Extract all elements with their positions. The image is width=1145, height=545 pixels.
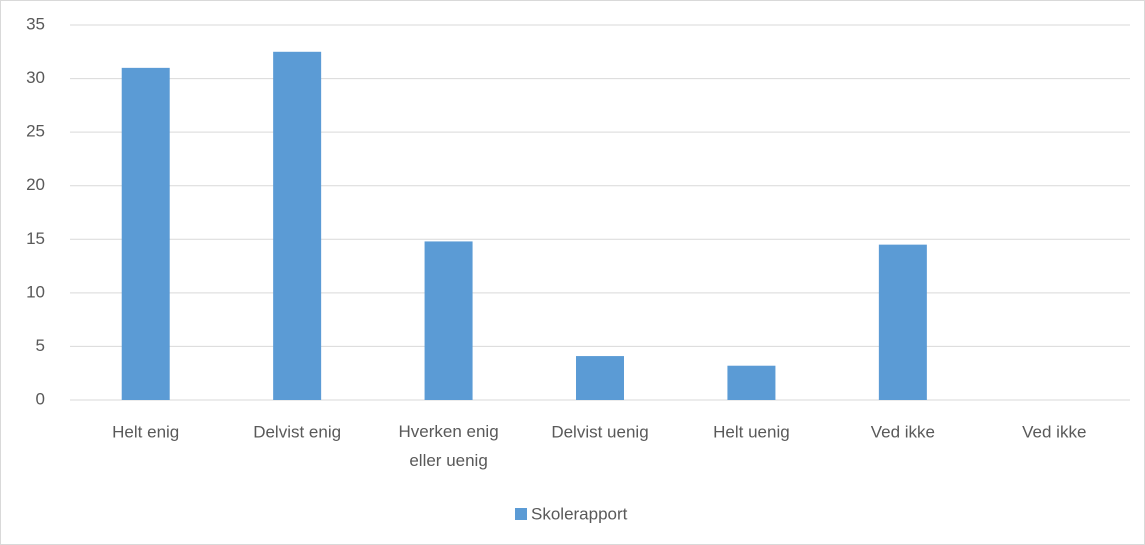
y-tick-label: 20 — [26, 175, 45, 194]
bar — [121, 67, 170, 400]
x-tick-label: Ved ikke — [871, 422, 935, 441]
legend-swatch — [515, 508, 527, 520]
x-tick-label: Ved ikke — [1022, 422, 1086, 441]
y-tick-label: 30 — [26, 68, 45, 87]
y-tick-label: 25 — [26, 122, 45, 141]
bar — [273, 51, 322, 401]
x-tick-label: Delvist uenig — [551, 422, 648, 441]
x-tick-label: Helt uenig — [713, 422, 790, 441]
x-tick-label: Helt enig — [112, 422, 179, 441]
y-tick-label: 35 — [26, 14, 45, 33]
y-tick-label: 0 — [36, 389, 45, 408]
bar — [576, 356, 624, 400]
x-tick-label: Delvist enig — [253, 422, 341, 441]
legend-label: Skolerapport — [531, 504, 628, 523]
bar — [727, 365, 776, 400]
y-tick-label: 10 — [26, 282, 45, 301]
bar — [878, 244, 927, 400]
y-tick-label: 15 — [26, 229, 45, 248]
y-tick-label: 5 — [36, 336, 45, 355]
bar — [424, 241, 473, 400]
x-tick-label: Hverken enig eller uenig — [398, 422, 498, 470]
